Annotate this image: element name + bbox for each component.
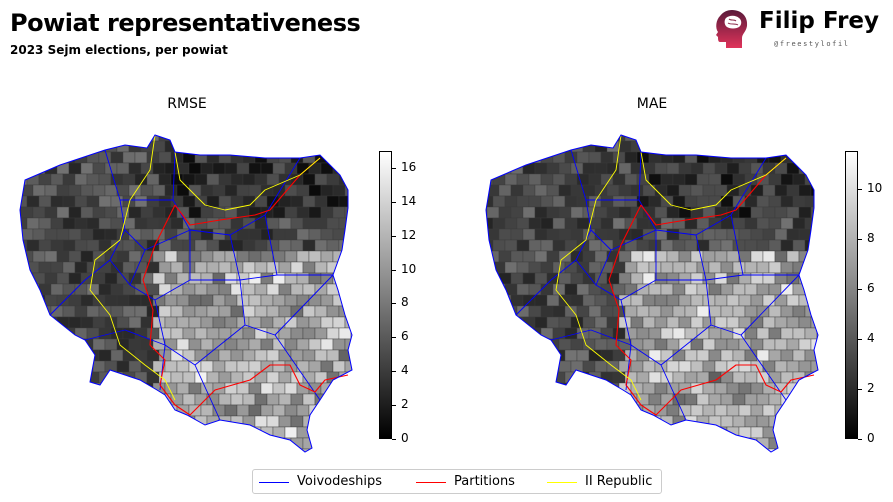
colorbar-mae <box>845 151 858 439</box>
voivodeship-border <box>194 364 221 421</box>
panel-title-rmse: RMSE <box>167 96 207 112</box>
legend-swatch <box>416 482 446 483</box>
legend: Voivodeships Partitions II Republic <box>252 469 662 494</box>
voivodeship-border <box>620 299 712 366</box>
colorbar-tick-mark <box>858 439 862 440</box>
ii-republic-border <box>555 134 642 401</box>
colorbar-tick-label: 4 <box>401 363 409 377</box>
map-rmse <box>19 134 353 453</box>
colorbar-tick-label: 0 <box>867 431 875 445</box>
colorbar-tick-label: 16 <box>401 160 417 174</box>
voivodeship-border <box>638 151 767 236</box>
colorbar-tick-mark <box>858 239 862 240</box>
partition-border <box>608 204 815 416</box>
panel-title-mae: MAE <box>636 96 668 112</box>
colorbar-tick-mark <box>392 202 396 203</box>
colorbar-tick-label: 2 <box>867 381 875 395</box>
brand-name: Filip Frey <box>759 8 880 34</box>
ii-republic-border <box>174 151 321 211</box>
colorbar-tick-mark <box>858 189 862 190</box>
legend-swatch <box>259 482 289 483</box>
voivodeship-border <box>172 151 301 236</box>
colorbar-tick-label: 8 <box>867 231 875 245</box>
voivodeship-border <box>740 274 800 336</box>
voivodeship-border <box>550 329 632 346</box>
legend-label: II Republic <box>585 474 653 489</box>
colorbar-tick-label: 2 <box>401 397 409 411</box>
brand-block: Filip Frey @freestylofil <box>712 6 890 56</box>
brand-handle: @freestylofil <box>774 40 850 48</box>
colorbar-tick-mark <box>858 339 862 340</box>
powiat-cells <box>20 135 352 452</box>
colorbar-tick-mark <box>392 236 396 237</box>
colorbar-tick-label: 0 <box>401 431 409 445</box>
colorbar-rmse <box>379 151 392 439</box>
page-title: Powiat representativeness <box>10 9 361 37</box>
colorbar-tick-mark <box>392 439 396 440</box>
legend-label: Partitions <box>454 474 515 489</box>
colorbar-tick-mark <box>392 270 396 271</box>
colorbar-tick-label: 8 <box>401 295 409 309</box>
page-subtitle: 2023 Sejm elections, per powiat <box>10 43 228 57</box>
ii-republic-border <box>89 134 176 401</box>
colorbar-tick-label: 6 <box>401 329 409 343</box>
colorbar-tick-mark <box>858 289 862 290</box>
voivodeship-border <box>49 149 126 316</box>
ii-republic-border <box>640 151 787 211</box>
head-brain-icon <box>716 10 748 48</box>
colorbar-tick-mark <box>858 389 862 390</box>
colorbar-tick-label: 14 <box>401 194 417 208</box>
legend-label: Voivodeships <box>297 474 382 489</box>
colorbar-tick-mark <box>392 371 396 372</box>
voivodeship-border <box>129 230 191 301</box>
colorbar-tick-mark <box>392 168 396 169</box>
legend-swatch <box>547 482 577 483</box>
voivodeship-border <box>274 274 334 336</box>
voivodeship-border <box>154 299 246 366</box>
colorbar-tick-mark <box>392 405 396 406</box>
voivodeship-border <box>84 329 166 346</box>
country-outline <box>485 134 819 453</box>
voivodeship-border <box>660 364 687 421</box>
colorbar-tick-mark <box>392 303 396 304</box>
colorbar-tick-label: 6 <box>867 281 875 295</box>
voivodeship-border <box>595 230 657 301</box>
partition-border <box>142 204 349 416</box>
map-mae <box>485 134 819 453</box>
colorbar-tick-label: 4 <box>867 331 875 345</box>
voivodeship-border <box>515 149 592 316</box>
colorbar-tick-label: 10 <box>401 262 417 276</box>
colorbar-tick-label: 12 <box>401 228 417 242</box>
country-outline <box>19 134 353 453</box>
colorbar-tick-mark <box>392 337 396 338</box>
powiat-cells <box>486 135 818 452</box>
colorbar-tick-label: 10 <box>867 181 883 195</box>
